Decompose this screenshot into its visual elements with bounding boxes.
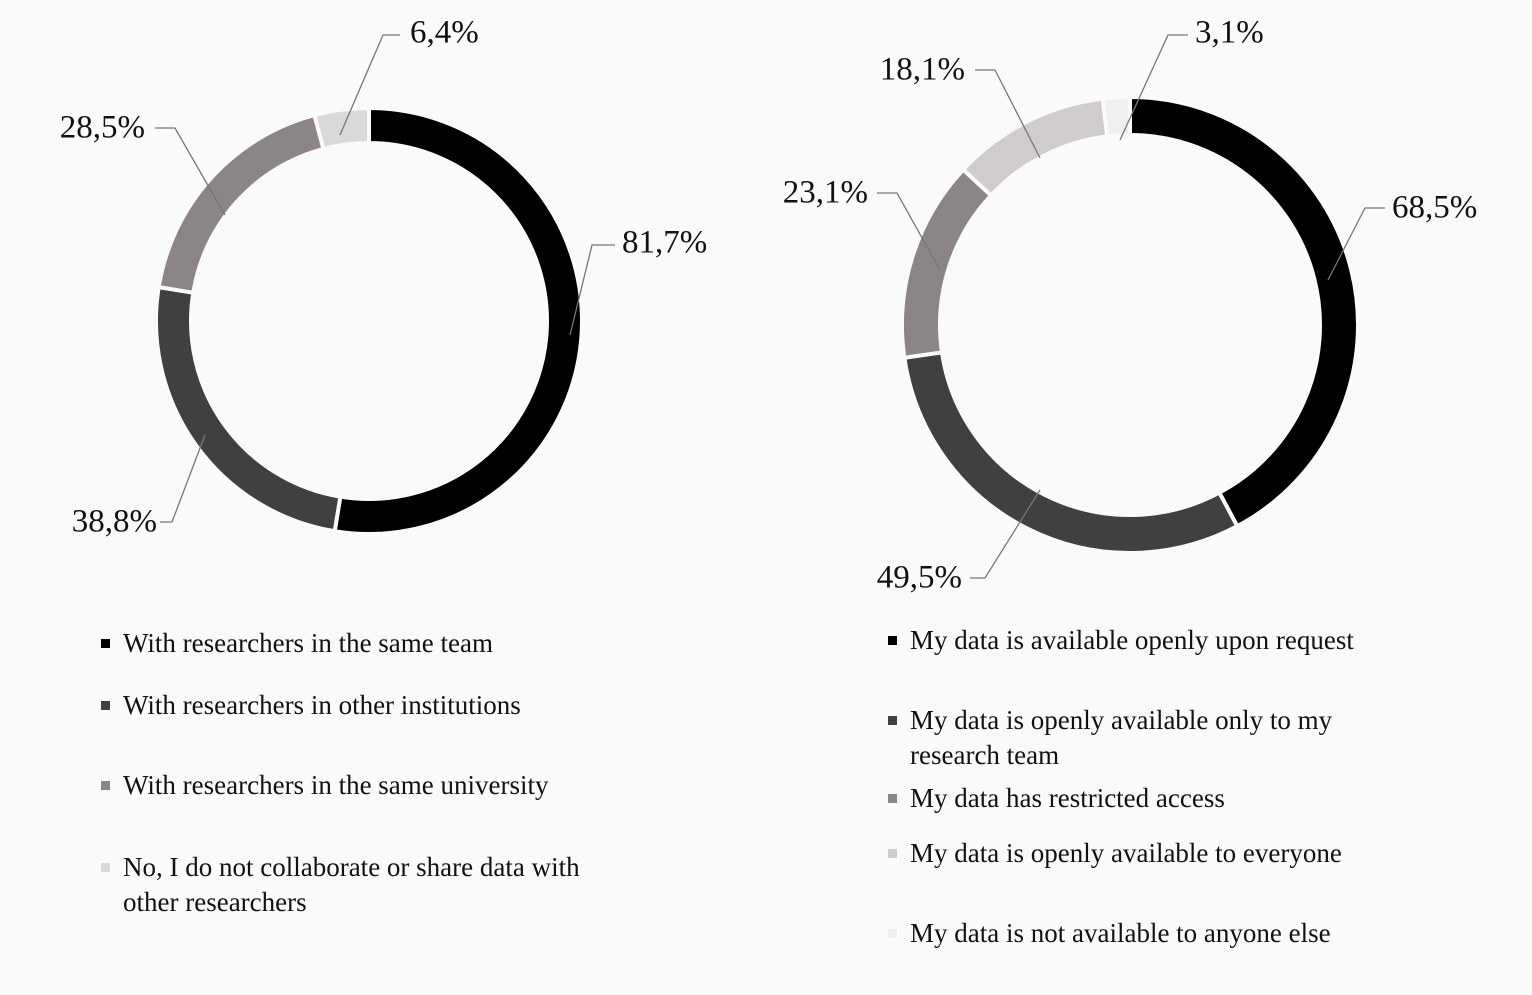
- legend-entry: My data is openly available only to my r…: [888, 703, 1390, 773]
- legend-label: My data is openly available only to my r…: [910, 705, 1333, 770]
- legend-swatch: [888, 794, 897, 803]
- data-label: 18,1%: [880, 52, 965, 88]
- legend-swatch: [101, 639, 110, 648]
- legend-swatch: [888, 716, 897, 725]
- leader-line: [970, 489, 1041, 579]
- data-label: 81,7%: [622, 225, 707, 261]
- legend-entry: My data has restricted access: [888, 781, 1390, 816]
- legend-label: With researchers in the same university: [123, 770, 549, 800]
- legend-entry: No, I do not collaborate or share data w…: [101, 850, 593, 920]
- legend-label: With researchers in other institutions: [123, 690, 521, 720]
- data-label: 28,5%: [60, 110, 145, 146]
- legend-entry: With researchers in the same university: [101, 768, 593, 803]
- legend-entry: My data is openly available to everyone: [888, 836, 1390, 871]
- leader-line: [569, 244, 615, 336]
- legend-swatch: [888, 929, 897, 938]
- legend-label: My data has restricted access: [910, 783, 1225, 813]
- legend-entry: My data is not available to anyone else: [888, 916, 1390, 951]
- leader-line: [155, 127, 226, 216]
- donut-segment: [900, 166, 994, 361]
- legend-swatch: [101, 701, 110, 710]
- donut-segment: [902, 350, 1240, 555]
- data-label: 49,5%: [877, 560, 962, 596]
- donut-segment: [312, 105, 371, 152]
- donut-segment: [960, 96, 1110, 199]
- legend-label: With researchers in the same team: [123, 628, 493, 658]
- data-label: 6,4%: [410, 15, 479, 51]
- legend-label: My data is not available to anyone else: [910, 918, 1331, 948]
- donut-segment: [154, 284, 343, 534]
- data-label: 3,1%: [1195, 15, 1264, 51]
- legend-entry: With researchers in the same team: [101, 626, 593, 661]
- leader-line: [1327, 207, 1385, 281]
- legend-swatch: [101, 781, 110, 790]
- leader-line: [975, 69, 1041, 159]
- leader-line: [339, 34, 400, 136]
- leader-line: [877, 192, 941, 271]
- leader-line: [1119, 34, 1188, 141]
- donut-segment: [332, 105, 584, 536]
- donut-segment: [1100, 94, 1132, 139]
- data-label: 23,1%: [783, 175, 868, 211]
- legend-label: My data is available openly upon request: [910, 625, 1354, 655]
- data-label: 38,8%: [72, 504, 157, 540]
- legend-label: No, I do not collaborate or share data w…: [123, 852, 580, 917]
- legend-entry: My data is available openly upon request: [888, 623, 1390, 658]
- legend-swatch: [101, 863, 110, 872]
- legend-swatch: [888, 849, 897, 858]
- legend-entry: With researchers in other institutions: [101, 688, 593, 723]
- data-label: 68,5%: [1392, 190, 1477, 226]
- donut-segment: [1128, 94, 1361, 529]
- leader-line: [160, 434, 206, 523]
- legend-label: My data is openly available to everyone: [910, 838, 1342, 868]
- legend-swatch: [888, 636, 897, 645]
